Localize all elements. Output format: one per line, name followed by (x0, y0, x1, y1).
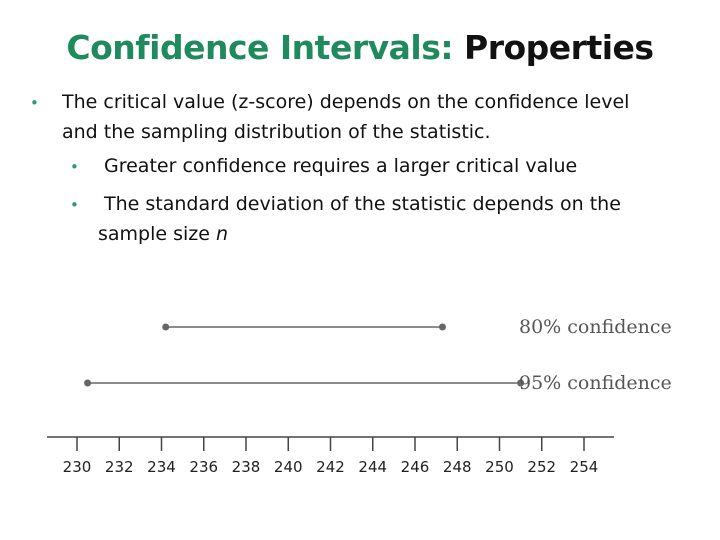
tick-label: 254 (570, 458, 599, 476)
tick-label: 236 (189, 458, 218, 476)
bullet-main-line-1: The critical value (z-score) depends on … (62, 91, 630, 113)
interval-endpoint (162, 323, 170, 331)
sample-size-variable: n (216, 223, 229, 245)
bullet-dot-icon: • (30, 94, 39, 112)
interval-endpoint (438, 323, 446, 331)
tick-label: 234 (147, 458, 176, 476)
tick-label: 244 (358, 458, 387, 476)
slide-title: Confidence Intervals: Properties (0, 28, 720, 67)
sub-bullet-2-text: sample size (98, 223, 216, 245)
interval-label: 95% confidence (519, 372, 672, 394)
sub-bullet-2-line-1: The standard deviation of the statistic … (104, 193, 621, 215)
tick-label: 230 (63, 458, 92, 476)
tick-label: 242 (316, 458, 345, 476)
tick-label: 232 (105, 458, 134, 476)
interval-endpoint (517, 379, 525, 387)
tick-label: 246 (401, 458, 430, 476)
title-part-1: Confidence Intervals: (66, 28, 454, 67)
sub-bullet-2-line-2: sample size n (98, 222, 228, 246)
sub-bullet-1: Greater confidence requires a larger cri… (104, 155, 578, 177)
tick-label: 240 (274, 458, 303, 476)
tick-label: 250 (485, 458, 514, 476)
interval-endpoint (84, 379, 92, 387)
sub-bullet-dot-icon: • (70, 196, 79, 214)
tick-label: 248 (443, 458, 472, 476)
sub-bullet-dot-icon: • (70, 158, 79, 176)
tick-label: 238 (232, 458, 261, 476)
interval-label: 80% confidence (519, 316, 672, 338)
title-part-2: Properties (464, 28, 654, 67)
bullet-main-line-2: and the sampling distribution of the sta… (62, 121, 491, 143)
number-line-axis: 230 232 234 236 238 240 242 244 246 248 250 252 254 (47, 436, 614, 476)
tick-label: 252 (527, 458, 556, 476)
interval-group: 80% confidence 95% confidence (84, 316, 672, 394)
